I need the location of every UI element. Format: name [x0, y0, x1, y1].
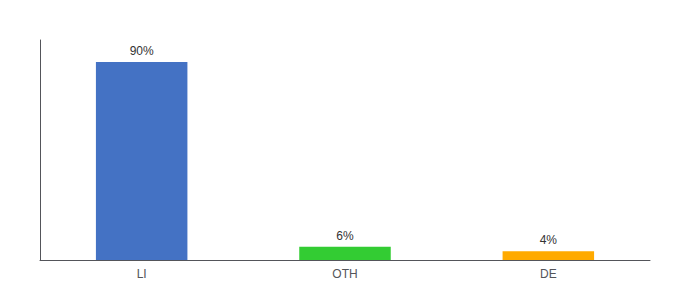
- svg-text:LI: LI: [137, 267, 147, 281]
- svg-text:OTH: OTH: [332, 267, 357, 281]
- svg-text:4%: 4%: [540, 233, 558, 247]
- svg-text:DE: DE: [540, 267, 557, 281]
- svg-text:90%: 90%: [130, 44, 154, 58]
- svg-text:6%: 6%: [336, 229, 354, 243]
